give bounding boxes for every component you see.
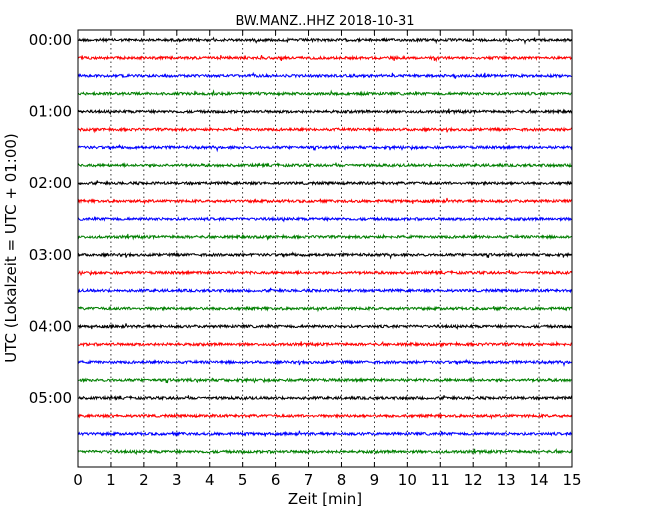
trace-05:45 bbox=[77, 448, 573, 456]
grid-lines bbox=[110, 30, 540, 467]
x-tick-label: 0 bbox=[73, 471, 83, 489]
x-tick-label: 1 bbox=[106, 471, 116, 489]
y-tick-label: 05:00 bbox=[29, 389, 72, 407]
x-tick-label: 13 bbox=[497, 471, 516, 489]
trace-03:45 bbox=[77, 305, 573, 313]
x-tick-label: 15 bbox=[562, 471, 581, 489]
y-axis-label: UTC (Lokalzeit = UTC + 01:00) bbox=[2, 133, 20, 363]
x-tick-label: 6 bbox=[271, 471, 281, 489]
x-tick-label: 4 bbox=[205, 471, 215, 489]
y-tick-label: 04:00 bbox=[29, 317, 72, 335]
trace-05:15 bbox=[77, 412, 573, 420]
chart-title: BW.MANZ..HHZ 2018-10-31 bbox=[235, 14, 414, 29]
x-tick-label: 10 bbox=[398, 471, 417, 489]
y-tick-label: 00:00 bbox=[29, 31, 72, 49]
x-tick-label: 12 bbox=[464, 471, 483, 489]
trace-00:15 bbox=[77, 54, 573, 63]
x-tick-label: 5 bbox=[238, 471, 248, 489]
x-tick-label: 9 bbox=[370, 471, 380, 489]
trace-00:45 bbox=[77, 89, 572, 97]
trace-02:30 bbox=[77, 215, 573, 223]
x-axis: 0 1 2 3 4 5 6 7 8 9 10 11 12 13 14 15 bbox=[73, 30, 582, 489]
trace-02:45 bbox=[77, 233, 572, 241]
x-axis-label: Zeit [min] bbox=[288, 490, 362, 508]
trace-02:15 bbox=[77, 197, 572, 205]
y-tick-label: 01:00 bbox=[29, 103, 72, 121]
trace-01:45 bbox=[77, 162, 573, 169]
trace-04:00 bbox=[77, 323, 573, 330]
trace-00:00 bbox=[77, 36, 573, 45]
traces bbox=[77, 36, 573, 456]
trace-03:15 bbox=[77, 269, 573, 277]
trace-04:15 bbox=[77, 340, 572, 349]
x-tick-label: 7 bbox=[304, 471, 314, 489]
x-tick-label: 11 bbox=[431, 471, 450, 489]
trace-05:00 bbox=[77, 394, 573, 401]
x-tick-label: 14 bbox=[530, 471, 549, 489]
x-tick-label: 8 bbox=[337, 471, 347, 489]
trace-02:00 bbox=[77, 180, 573, 187]
plot-frame bbox=[77, 29, 573, 468]
trace-00:30 bbox=[77, 71, 572, 79]
y-axis: 00:00 01:00 02:00 03:00 04:00 05:00 bbox=[29, 31, 572, 407]
trace-04:30 bbox=[77, 358, 573, 368]
trace-01:00 bbox=[77, 108, 572, 116]
trace-04:45 bbox=[77, 376, 573, 384]
x-tick-label: 3 bbox=[172, 471, 182, 489]
trace-03:30 bbox=[77, 287, 573, 294]
trace-03:00 bbox=[77, 251, 573, 260]
trace-01:30 bbox=[77, 143, 573, 153]
trace-05:30 bbox=[77, 430, 573, 437]
y-tick-label: 03:00 bbox=[29, 246, 72, 264]
trace-01:15 bbox=[77, 125, 573, 134]
y-tick-label: 02:00 bbox=[29, 174, 72, 192]
x-tick-label: 2 bbox=[139, 471, 149, 489]
